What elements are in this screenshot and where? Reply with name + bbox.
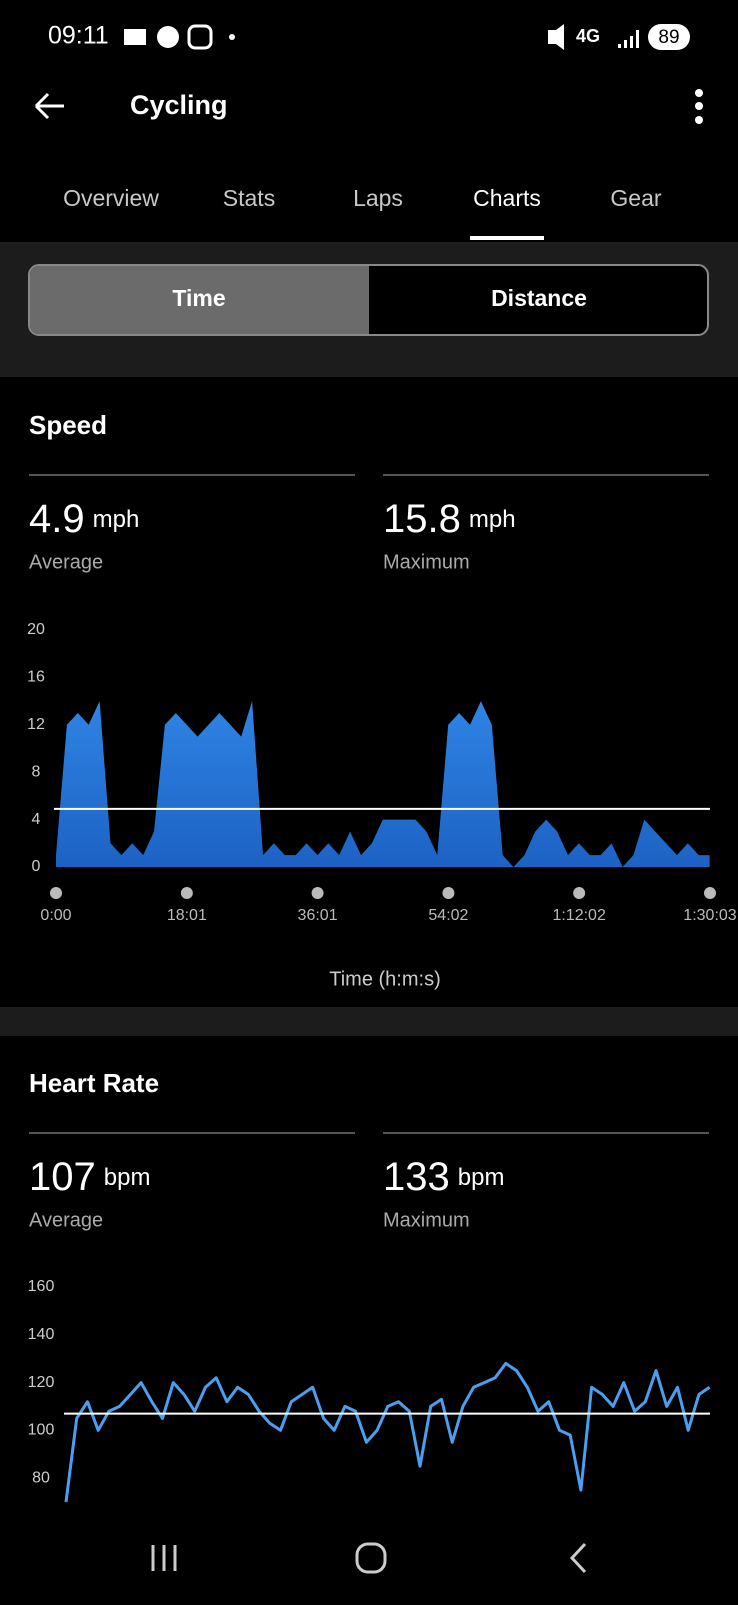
x-tick-dot xyxy=(442,887,455,899)
y-tick-label: 160 xyxy=(28,1278,55,1295)
home-button[interactable] xyxy=(355,1542,387,1574)
battery-level: 89 xyxy=(658,27,679,48)
toggle-time[interactable]: Time xyxy=(172,285,225,311)
section-title: Speed xyxy=(29,410,107,440)
stat-label: Maximum xyxy=(383,551,470,573)
stat-value: 107 xyxy=(29,1155,96,1199)
tab-bar: Overview Stats Laps Charts Gear xyxy=(63,185,662,240)
stat-unit: mph xyxy=(469,506,516,533)
stat-label: Maximum xyxy=(383,1209,470,1231)
y-tick-label: 8 xyxy=(32,763,41,780)
speed-area xyxy=(56,701,710,867)
toggle-active-bg xyxy=(30,266,369,334)
speed-section: Speed 4.9 mph Average 15.8 mph Maximum 0 4 8 12 16 2… xyxy=(27,410,737,990)
stat-label: Average xyxy=(29,551,103,573)
stat: 133 bpm xyxy=(383,1155,504,1199)
tab[interactable]: Stats xyxy=(223,185,275,211)
x-tick-dot xyxy=(573,887,586,899)
tab[interactable]: Overview xyxy=(63,185,159,211)
page-title: Cycling xyxy=(130,90,228,120)
x-tick-label: 1:12:02 xyxy=(552,907,605,924)
x-tick-dot xyxy=(704,887,716,899)
tab[interactable]: Charts xyxy=(473,185,541,211)
back-nav-button[interactable] xyxy=(569,1542,587,1574)
battery-icon xyxy=(648,24,690,50)
nav-bar xyxy=(0,1506,738,1600)
y-tick-label: 120 xyxy=(28,1374,55,1391)
stat: 15.8 mph xyxy=(383,497,516,541)
section-gap xyxy=(0,1007,738,1036)
x-axis-label: Time (h:m:s) xyxy=(329,968,440,990)
stat-unit: bpm xyxy=(458,1164,505,1191)
section-title: Heart Rate xyxy=(29,1068,159,1098)
stat: 4.9 mph xyxy=(29,497,139,541)
dot-icon xyxy=(229,34,235,40)
y-tick-label: 140 xyxy=(28,1326,55,1343)
y-tick-label: 0 xyxy=(32,858,41,875)
y-tick-label: 20 xyxy=(27,621,45,638)
mute-icon xyxy=(548,24,564,50)
x-tick-label: 1:30:03 xyxy=(683,907,736,924)
stat-value: 4.9 xyxy=(29,497,85,541)
stat-label: Average xyxy=(29,1209,103,1231)
mail-icon xyxy=(124,29,146,45)
x-tick-dot xyxy=(50,887,62,899)
stat-unit: bpm xyxy=(104,1164,151,1191)
y-tick-label: 80 xyxy=(32,1469,50,1486)
stat-value: 15.8 xyxy=(383,497,461,541)
back-button[interactable] xyxy=(34,92,64,120)
y-tick-label: 12 xyxy=(27,716,45,733)
stat-value: 133 xyxy=(383,1155,450,1199)
x-tick-label: 18:01 xyxy=(167,907,207,924)
stat-unit: mph xyxy=(93,506,140,533)
x-tick-label: 54:02 xyxy=(428,907,468,924)
tab-underline xyxy=(470,236,544,240)
y-tick-label: 100 xyxy=(28,1422,55,1439)
menu-button[interactable] xyxy=(695,89,703,124)
tab[interactable]: Gear xyxy=(610,185,661,211)
messenger-icon xyxy=(157,26,179,48)
x-tick-dot xyxy=(180,887,193,899)
x-tick-dot xyxy=(311,887,324,899)
x-tick-label: 0:00 xyxy=(40,907,71,924)
heart-rate-line xyxy=(64,1361,711,1503)
toggle-distance[interactable]: Distance xyxy=(491,285,587,311)
network: 4G xyxy=(576,26,600,46)
stat: 107 bpm xyxy=(29,1155,150,1199)
y-tick-label: 4 xyxy=(32,811,41,828)
signal-icon xyxy=(618,30,639,48)
x-tick-label: 36:01 xyxy=(298,907,338,924)
recents-button[interactable] xyxy=(151,1545,177,1571)
instagram-icon xyxy=(187,24,213,50)
status-time: 09:11 xyxy=(48,22,109,50)
tab[interactable]: Laps xyxy=(353,185,403,211)
y-tick-label: 16 xyxy=(27,669,45,686)
